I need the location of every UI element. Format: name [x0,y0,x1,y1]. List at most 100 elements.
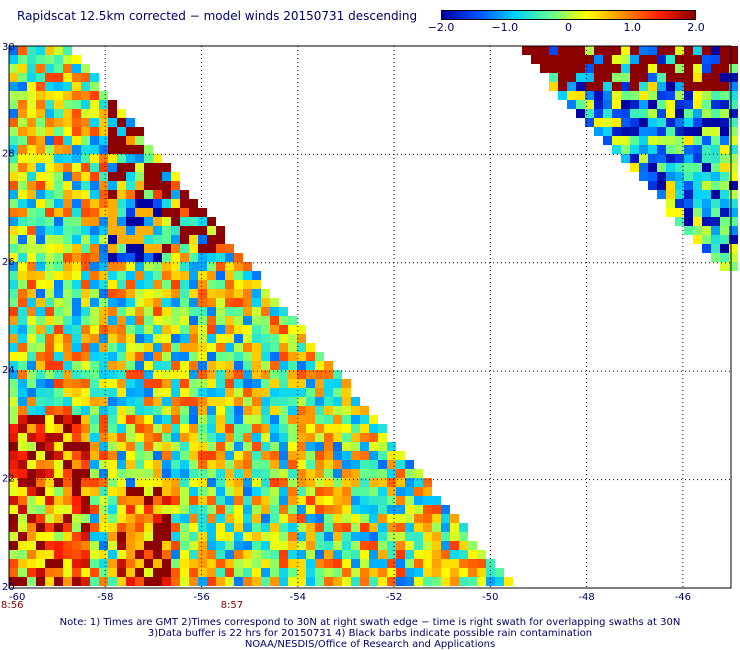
swath-cell [180,460,189,469]
swath-cell [144,280,153,289]
swath-cell [414,514,423,523]
swath-cell [279,307,288,316]
swath-cell [225,460,234,469]
swath-cell [225,532,234,541]
swath-cell [189,577,198,586]
swath-cell [711,136,720,145]
swath-cell [414,541,423,550]
swath-cell [18,91,27,100]
swath-cell [252,532,261,541]
swath-cell [153,523,162,532]
swath-cell [279,505,288,514]
swath-cell [279,415,288,424]
swath-cell [234,568,243,577]
swath-cell [225,262,234,271]
swath-cell [81,289,90,298]
swath-cell [36,568,45,577]
longitude-label: -48 [578,592,594,603]
swath-cell [675,127,684,136]
swath-cell [153,388,162,397]
swath-cell [387,550,396,559]
swath-cell [684,46,693,55]
swath-cell [261,361,270,370]
swath-cell [207,271,216,280]
swath-cell [162,163,171,172]
swath-cell [297,514,306,523]
swath-cell [360,550,369,559]
swath-cell [216,496,225,505]
swath-cell [423,532,432,541]
swath-cell [153,181,162,190]
swath-cell [315,559,324,568]
swath-cell [63,343,72,352]
swath-cell [270,496,279,505]
swath-cell [162,316,171,325]
swath-cell [603,136,612,145]
swath-cell [207,226,216,235]
swath-cell [180,226,189,235]
swath-cell [144,397,153,406]
swath-cell [234,388,243,397]
swath-cell [135,415,144,424]
swath-cell [27,352,36,361]
swath-cell [279,550,288,559]
swath-cell [9,451,18,460]
swath-cell [351,505,360,514]
swath-cell [126,190,135,199]
swath-cell [207,307,216,316]
swath-cell [288,550,297,559]
swath-cell [189,550,198,559]
swath-cell [9,298,18,307]
swath-cell [54,496,63,505]
swath-cell [99,550,108,559]
swath-cell [81,235,90,244]
swath-cell [54,550,63,559]
swath-cell [27,343,36,352]
swath-cell [135,424,144,433]
swath-cell [297,370,306,379]
swath-cell [81,226,90,235]
swath-cell [378,577,387,586]
swath-cell [711,199,720,208]
swath-cell [189,415,198,424]
swath-cell [135,478,144,487]
swath-cell [207,532,216,541]
swath-cell [117,424,126,433]
swath-cell [360,406,369,415]
swath-cell [117,361,126,370]
swath-cell [27,109,36,118]
swath-cell [54,208,63,217]
swath-cell [702,109,711,118]
swath-cell [675,154,684,163]
swath-cell [225,379,234,388]
swath-cell [9,181,18,190]
swath-cell [729,109,738,118]
swath-cell [666,46,675,55]
swath-cell [162,280,171,289]
swath-cell [180,559,189,568]
swath-cell [99,361,108,370]
swath-cell [162,226,171,235]
swath-cell [216,370,225,379]
swath-cell [108,388,117,397]
swath-cell [72,118,81,127]
swath-cell [126,469,135,478]
swath-cell [189,433,198,442]
swath-cell [225,505,234,514]
swath-cell [459,532,468,541]
swath-cell [99,154,108,163]
swath-cell [117,217,126,226]
swath-cell [729,262,738,271]
swath-cell [9,514,18,523]
swath-cell [108,424,117,433]
swath-cell [324,460,333,469]
swath-cell [63,469,72,478]
swath-cell [72,424,81,433]
swath-cell [72,208,81,217]
swath-cell [144,154,153,163]
swath-cell [180,469,189,478]
swath-cell [486,559,495,568]
swath-cell [216,433,225,442]
swath-cell [216,469,225,478]
swath-cell [72,433,81,442]
